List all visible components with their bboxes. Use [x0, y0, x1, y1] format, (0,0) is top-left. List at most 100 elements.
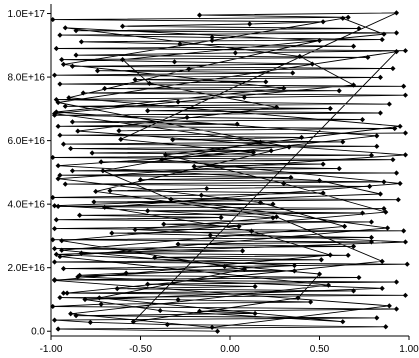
data-point: [248, 228, 255, 234]
data-point: [318, 257, 324, 263]
data-point: [51, 317, 58, 323]
data-point: [393, 279, 400, 285]
series-line-1: [52, 132, 408, 332]
data-point: [377, 74, 383, 80]
data-point: [316, 178, 323, 184]
data-point: [55, 123, 61, 129]
data-point: [171, 59, 178, 65]
data-point: [286, 144, 292, 150]
y-tick-label: 0.0: [31, 327, 45, 338]
data-point: [91, 199, 97, 205]
data-point: [196, 12, 203, 18]
data-point: [381, 206, 387, 212]
data-point: [120, 56, 126, 63]
data-point: [68, 145, 74, 152]
data-point: [152, 254, 158, 261]
data-point: [57, 81, 63, 87]
data-point: [316, 37, 323, 44]
data-point: [281, 180, 287, 187]
data-point: [62, 181, 68, 187]
data-point: [57, 32, 63, 38]
data-point: [356, 274, 362, 281]
data-point: [109, 230, 115, 236]
data-point: [60, 266, 67, 272]
data-point: [55, 326, 61, 332]
data-point: [404, 261, 410, 267]
data-point: [50, 303, 56, 310]
data-point: [402, 239, 409, 245]
data-point: [102, 85, 108, 92]
data-point: [307, 299, 314, 305]
data-point: [401, 228, 407, 234]
data-point: [299, 134, 305, 141]
y-tick-label: 1.0E+17: [7, 9, 45, 20]
data-point: [114, 286, 120, 292]
data-point: [80, 90, 86, 96]
data-point: [73, 313, 79, 319]
data-point: [290, 70, 296, 76]
data-point: [55, 163, 61, 169]
data-point: [120, 23, 126, 29]
data-point: [75, 128, 81, 134]
data-point: [374, 143, 380, 149]
data-point: [392, 125, 398, 132]
data-point: [207, 232, 213, 238]
data-point: [393, 170, 400, 176]
data-point: [184, 114, 190, 121]
data-point: [401, 83, 407, 89]
data-point: [295, 295, 301, 301]
data-point: [273, 104, 280, 110]
data-point: [297, 53, 303, 60]
data-point: [55, 176, 61, 182]
data-point: [75, 274, 81, 280]
data-point: [77, 212, 83, 218]
data-point: [359, 210, 366, 216]
data-point: [270, 215, 276, 221]
data-point: [60, 290, 67, 296]
marker-layer: [50, 10, 410, 334]
data-point: [390, 157, 396, 163]
data-point: [320, 19, 326, 25]
data-point: [327, 105, 333, 112]
data-point: [393, 49, 400, 55]
data-point: [386, 303, 392, 309]
data-point: [379, 258, 385, 264]
data-point: [57, 253, 63, 260]
data-point: [250, 149, 256, 155]
data-point: [51, 203, 58, 209]
y-tick-label: 4.0E+16: [7, 200, 45, 211]
data-point: [145, 108, 151, 114]
data-point: [170, 137, 176, 143]
data-point: [59, 238, 65, 244]
data-point: [73, 28, 79, 34]
data-point: [247, 21, 253, 27]
data-point: [107, 188, 113, 194]
x-tick-label: 0.00: [220, 344, 240, 355]
data-point: [402, 130, 409, 136]
data-point: [57, 132, 63, 138]
data-point: [379, 36, 385, 43]
data-point: [55, 99, 61, 106]
data-point: [69, 119, 76, 125]
data-point: [359, 117, 366, 123]
data-point: [53, 45, 59, 52]
data-point: [340, 139, 346, 145]
data-point: [191, 163, 197, 169]
data-point: [395, 197, 401, 203]
data-point: [204, 185, 210, 192]
data-point: [198, 192, 204, 198]
y-tick-label: 6.0E+16: [7, 136, 45, 147]
data-point: [377, 110, 383, 116]
data-point: [57, 172, 63, 178]
data-point: [60, 61, 67, 67]
data-point: [263, 79, 269, 85]
data-point: [161, 221, 167, 227]
data-point: [62, 25, 68, 31]
data-point: [145, 208, 151, 214]
data-point: [53, 251, 59, 257]
data-point: [102, 204, 108, 210]
data-point: [214, 328, 221, 334]
data-point: [345, 252, 351, 258]
data-point: [379, 285, 385, 291]
data-point: [64, 290, 70, 296]
